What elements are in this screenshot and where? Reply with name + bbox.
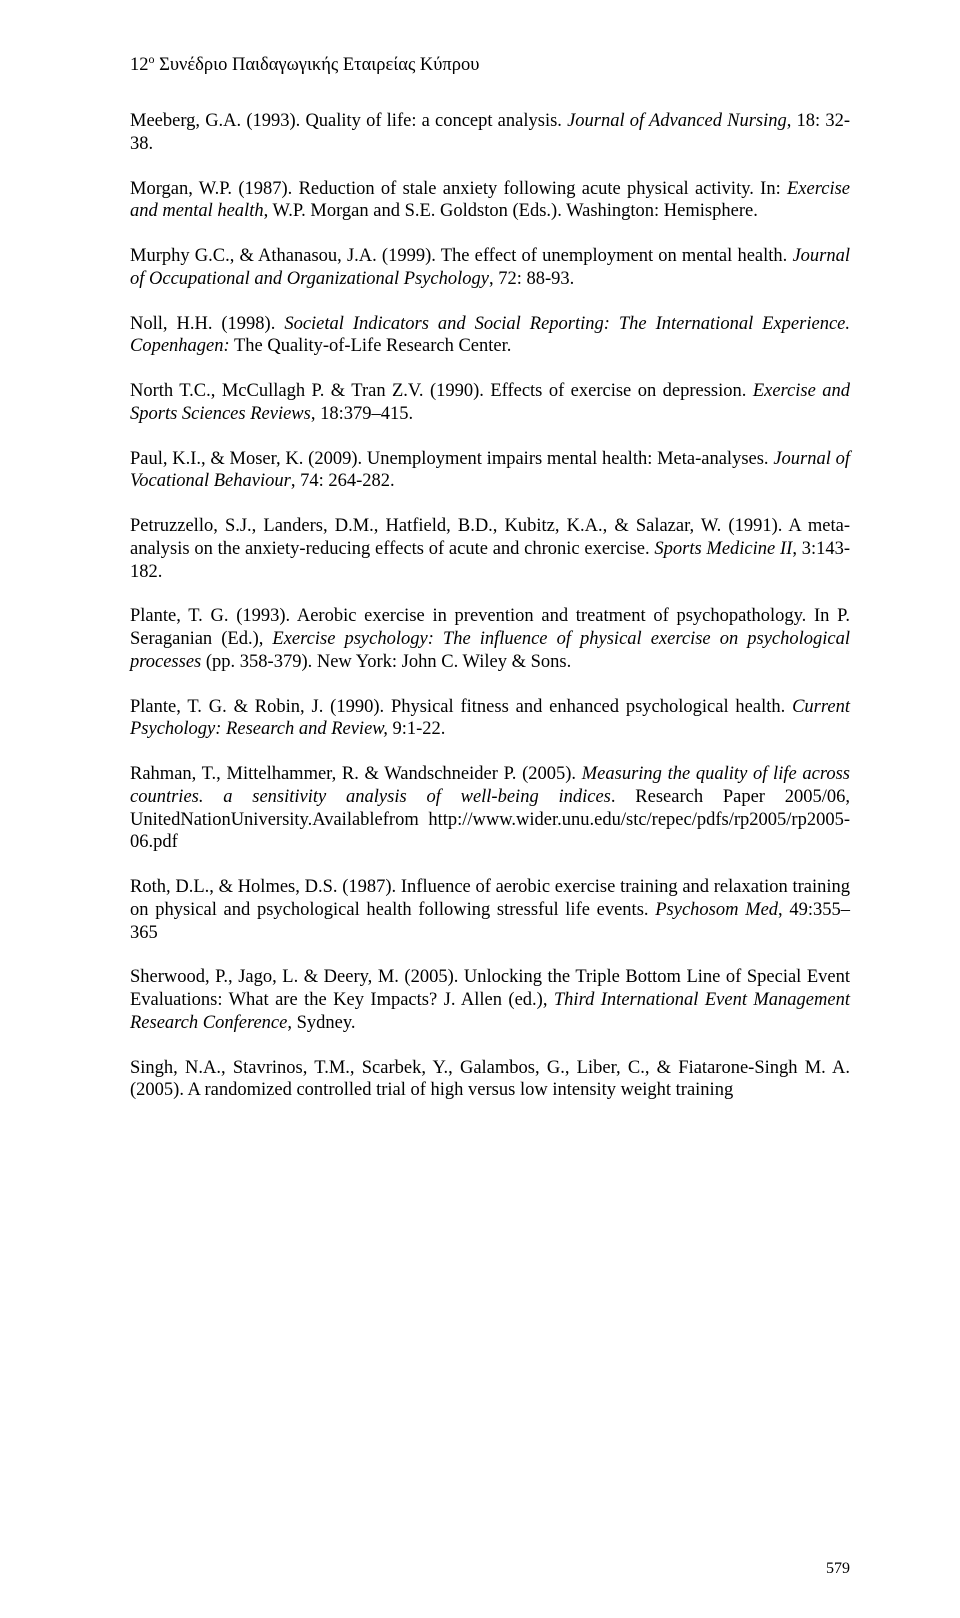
- reference-text-segment: Plante, T. G. & Robin, J. (1990). Physic…: [130, 697, 792, 717]
- header-rest: Συνέδριο Παιδαγωγικής Εταιρείας Κύπρου: [155, 55, 480, 75]
- reference-text-segment: , Sydney.: [287, 1013, 355, 1033]
- reference-text-segment: Paul, K.I., & Moser, K. (2009). Unemploy…: [130, 449, 773, 469]
- reference-text-segment: The Quality-of-Life Research Center.: [230, 336, 512, 356]
- reference-text-segment: , 74: 264-282.: [291, 471, 395, 491]
- reference-entry: Petruzzello, S.J., Landers, D.M., Hatfie…: [130, 515, 850, 583]
- running-header: 12ο Συνέδριο Παιδαγωγικής Εταιρείας Κύπρ…: [130, 52, 850, 76]
- reference-italic-segment: Journal of Advanced Nursing: [567, 111, 787, 131]
- reference-italic-segment: Sports Medicine II: [654, 539, 792, 559]
- reference-entry: Morgan, W.P. (1987). Reduction of stale …: [130, 178, 850, 224]
- reference-text-segment: North T.C., McCullagh P. & Tran Z.V. (19…: [130, 381, 753, 401]
- reference-text-segment: Singh, N.A., Stavrinos, T.M., Scarbek, Y…: [130, 1058, 850, 1101]
- page: 12ο Συνέδριο Παιδαγωγικής Εταιρείας Κύπρ…: [0, 0, 960, 1618]
- reference-text-segment: (pp. 358-379). New York: John C. Wiley &…: [201, 652, 571, 672]
- reference-entry: Singh, N.A., Stavrinos, T.M., Scarbek, Y…: [130, 1057, 850, 1103]
- header-prefix: 12: [130, 55, 149, 75]
- reference-entry: Noll, H.H. (1998). Societal Indicators a…: [130, 313, 850, 359]
- reference-entry: Meeberg, G.A. (1993). Quality of life: a…: [130, 110, 850, 156]
- reference-entry: Plante, T. G. & Robin, J. (1990). Physic…: [130, 696, 850, 742]
- reference-text-segment: Rahman, T., Mittelhammer, R. & Wandschne…: [130, 764, 582, 784]
- reference-text-segment: , 18:379–415.: [311, 404, 413, 424]
- reference-entry: North T.C., McCullagh P. & Tran Z.V. (19…: [130, 380, 850, 426]
- reference-text-segment: Murphy G.C., & Athanasou, J.A. (1999). T…: [130, 246, 792, 266]
- reference-entry: Rahman, T., Mittelhammer, R. & Wandschne…: [130, 763, 850, 854]
- reference-entry: Sherwood, P., Jago, L. & Deery, M. (2005…: [130, 966, 850, 1034]
- reference-entry: Paul, K.I., & Moser, K. (2009). Unemploy…: [130, 448, 850, 494]
- reference-text-segment: Noll, H.H. (1998).: [130, 314, 284, 334]
- page-number: 579: [826, 1560, 850, 1578]
- reference-entry: Plante, T. G. (1993). Aerobic exercise i…: [130, 605, 850, 673]
- reference-entry: Murphy G.C., & Athanasou, J.A. (1999). T…: [130, 245, 850, 291]
- reference-text-segment: , W.P. Morgan and S.E. Goldston (Eds.). …: [264, 201, 758, 221]
- reference-text-segment: Meeberg, G.A. (1993). Quality of life: a…: [130, 111, 567, 131]
- reference-italic-segment: Psychosom Med: [655, 900, 778, 920]
- reference-entry: Roth, D.L., & Holmes, D.S. (1987). Influ…: [130, 876, 850, 944]
- reference-text-segment: 9:1-22.: [388, 719, 446, 739]
- reference-text-segment: Morgan, W.P. (1987). Reduction of stale …: [130, 179, 787, 199]
- reference-text-segment: , 72: 88-93.: [489, 269, 574, 289]
- references-list: Meeberg, G.A. (1993). Quality of life: a…: [130, 110, 850, 1102]
